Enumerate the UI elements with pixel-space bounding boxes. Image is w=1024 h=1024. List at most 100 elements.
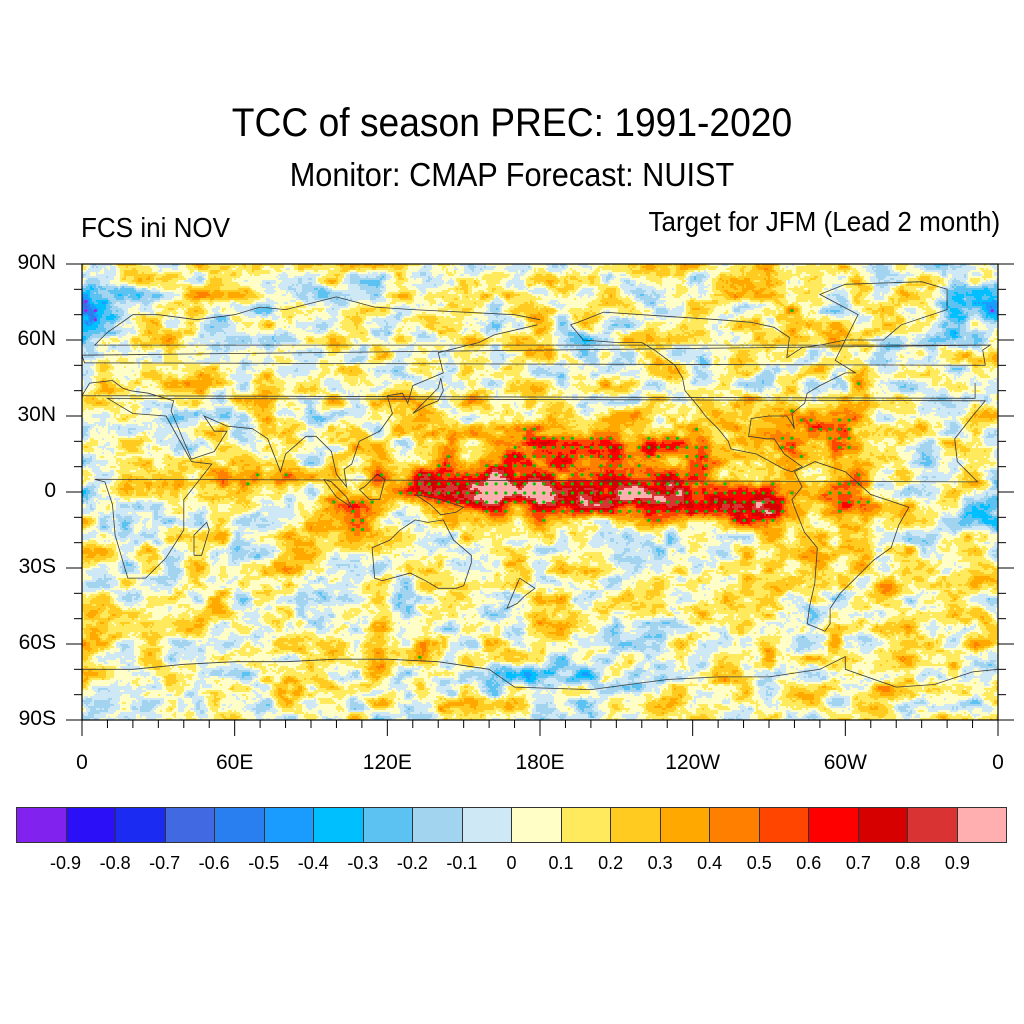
coastline [818,281,948,341]
stipple-dot-positive [532,427,536,431]
lon-tick-label: 0 [76,751,88,774]
stipple-dot-positive [838,445,842,449]
stipple-dot-positive [513,473,517,477]
stipple-dot-positive [494,482,498,486]
stipple-dot-positive [561,491,565,495]
stipple-dot-positive [485,482,489,486]
stipple-dot-positive [408,482,412,486]
stipple-dot-positive [647,500,651,504]
coastline [94,397,987,579]
stipple-dot-positive [561,482,565,486]
colorbar-level-label: 0.6 [796,853,822,873]
stipple-dot-positive [704,473,708,477]
stipple-dot-positive [780,445,785,449]
stipple-dot-positive [513,491,517,495]
axis-ticks [66,263,1014,736]
stipple-dot-positive [618,482,622,486]
colorbar-level-label: -0.8 [99,853,131,873]
stipple-dot-positive [733,509,737,513]
stipple-dot-positive [618,500,622,504]
stipple-dot-positive [446,464,450,468]
stipple-dot-positive [570,454,575,459]
stipple-dot-positive [532,500,536,504]
stipple-dot-positive [504,491,508,495]
stipple-dot-positive [589,482,594,486]
colorbar-cell [857,807,907,843]
stipple-dot-positive [456,482,460,486]
stipple-dot-positive [446,491,450,495]
stipple-dot-positive [542,445,546,449]
stipple-dot-positive [675,500,680,504]
stipple-dot-positive [542,454,546,459]
stipple-dot-positive [752,500,756,504]
colorbar-cell [659,807,709,843]
stipple-dot-positive [570,464,575,468]
stipple-dot-positive [838,482,842,486]
colorbar-cell [758,807,808,843]
stipple-dot-positive [485,509,489,513]
stipple-dot-positive [332,500,336,504]
stipple-dot-positive [733,518,737,523]
stipple-dot-positive [570,445,575,449]
stipple-dot-positive [857,500,861,504]
stipple-dot-positive [752,509,756,513]
stipple-dot-positive [599,491,603,495]
stipple-dot-positive [694,427,699,431]
stipple-dot-positive [656,509,660,513]
stipple-dot-positive [465,473,470,477]
stipple-dot-positive [418,482,422,486]
stipple-dot-positive [551,473,556,477]
colorbar-cell [313,807,363,843]
stipple-dot-positive [838,418,842,422]
stipple-dot-positive [609,464,613,468]
stipple-dot-positive [685,509,689,513]
stipple-dot-positive [589,436,594,440]
colorbar-level-label: -0.4 [297,853,329,873]
stipple-dot-positive [637,464,641,468]
stipple-dot-positive [637,482,641,486]
map-frame [81,263,999,721]
stipple-dot-positive [742,509,746,513]
lon-tick-label: 60W [823,751,867,774]
stipple-dot-positive [523,491,527,495]
stipple-dot-negative [93,318,97,322]
lat-tick-label: 30N [17,403,56,426]
stipple-dot-positive [704,509,708,513]
stipple-dot-positive [485,473,489,477]
stipple-dot-positive [714,500,718,504]
stipple-dot-positive [609,500,613,504]
stipple-dot-positive [656,482,660,486]
coastline [412,377,444,414]
stipple-dot-positive [838,491,842,495]
stipple-dot-positive [523,454,527,459]
stipple-dot-positive [475,500,479,504]
lon-tick-label: 120W [665,751,721,774]
stipple-dot-positive [523,482,527,486]
stipple-dot-positive [513,445,517,449]
stipple-dot-positive [256,473,260,477]
stipple-dot-positive [485,491,489,495]
stipple-dot-positive [351,527,355,532]
stipple-dot-positive [580,491,584,495]
coastline [193,521,210,556]
stipple-dot-positive [838,500,842,504]
colorbar-cell [65,807,115,843]
stipple-dot-positive [752,518,756,523]
colorbar-level-label: -0.2 [396,853,428,873]
stipple-dot-positive [618,509,622,513]
stipple-dot-positive [542,500,546,504]
stipple-dot-positive [523,427,527,431]
stipple-dot-positive [704,500,708,504]
stipple-dot-positive [694,473,699,477]
stipple-dot-positive [542,518,546,523]
stipple-dot-positive [656,454,660,459]
stipple-dot-positive [351,518,355,523]
stipple-dot-positive [723,500,727,504]
lat-tick-label: 0 [44,479,56,502]
stipple-dot-positive [666,500,670,504]
stipple-dot-positive [838,509,842,513]
colorbar-cell [709,807,759,843]
colorbar [16,807,1007,843]
stipple-dot-positive [618,464,622,468]
stipple-dot-positive [714,491,718,495]
